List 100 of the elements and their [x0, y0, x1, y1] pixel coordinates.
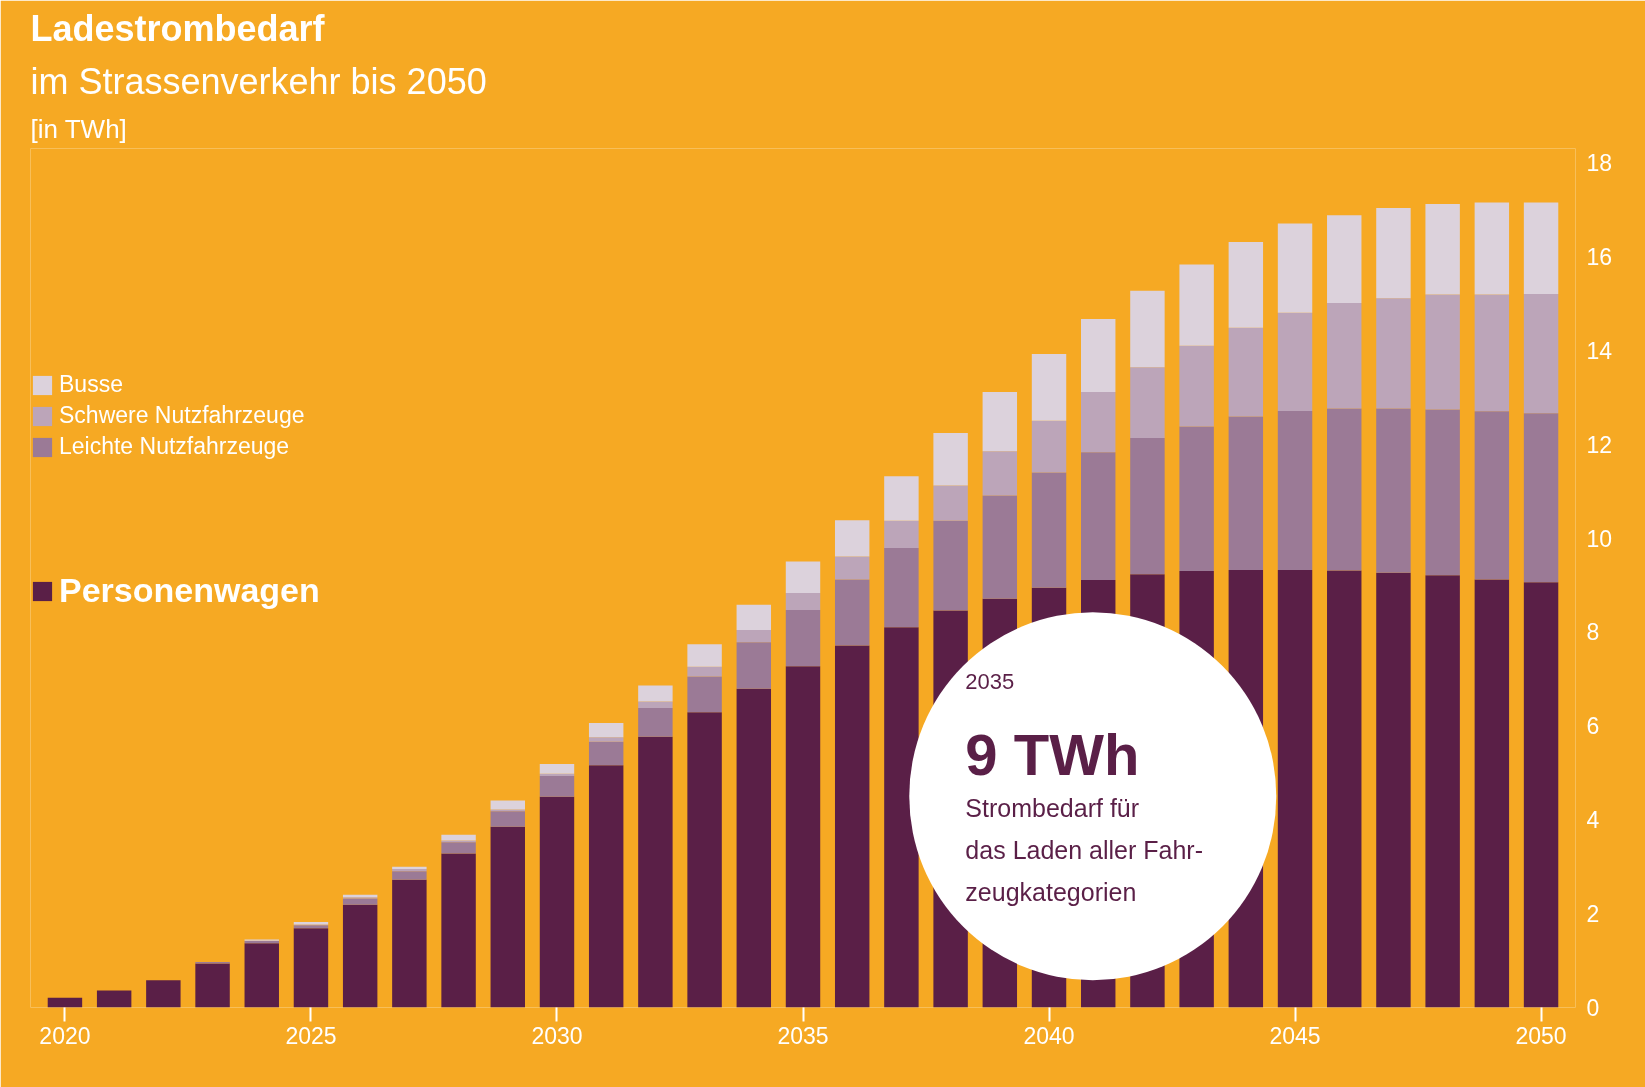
bar [1474, 579, 1510, 1008]
bar [1376, 572, 1411, 1008]
bar [539, 763, 575, 774]
bar [441, 834, 476, 841]
bar [1277, 410, 1313, 571]
x-tick-label: 2040 [1023, 1022, 1075, 1049]
x-tick-label: 2020 [39, 1022, 91, 1049]
bar [588, 737, 624, 742]
bar [638, 701, 673, 709]
bar [1228, 327, 1264, 417]
bar [1425, 575, 1460, 1008]
bar [1031, 420, 1067, 473]
y-tick-label: 4 [1586, 807, 1600, 834]
y-tick-label: 0 [1586, 995, 1600, 1021]
bar [933, 485, 968, 521]
bar [588, 723, 624, 738]
bar [884, 520, 919, 548]
bar [1327, 215, 1362, 303]
bar [785, 609, 821, 667]
bar [834, 645, 870, 1008]
bar [1031, 472, 1067, 588]
bar [785, 561, 821, 594]
bar [736, 604, 772, 631]
bar [1425, 409, 1460, 576]
bar [1081, 392, 1116, 453]
x-tick-label: 2025 [285, 1022, 337, 1049]
bar [490, 826, 525, 1008]
bar [1425, 203, 1460, 295]
bar [982, 392, 1018, 452]
bar [392, 871, 427, 880]
bar [1376, 298, 1411, 409]
bar [1327, 408, 1362, 571]
bar [1228, 241, 1264, 328]
bar [47, 997, 83, 1008]
bar [1179, 426, 1214, 571]
bar [933, 520, 968, 611]
bar [588, 741, 624, 766]
bar [195, 963, 230, 1008]
bar [539, 776, 575, 797]
chart-subtitle: im Strassenverkehr bis 2050 [30, 60, 487, 102]
bar [982, 451, 1018, 496]
bar [834, 520, 870, 557]
annotation: 9 TWh [965, 721, 1140, 787]
bar [1523, 294, 1559, 414]
y-tick-label: 14 [1586, 337, 1613, 364]
legend-label: Leichte Nutzfahrzeuge [59, 433, 290, 460]
y-tick-label: 8 [1586, 619, 1600, 646]
bar [1523, 413, 1559, 583]
bar [1327, 302, 1362, 409]
bar [293, 928, 329, 1008]
bar [785, 666, 821, 1008]
x-tick-label: 2050 [1515, 1022, 1567, 1049]
annotation: 2035 [965, 669, 1015, 695]
bar [1277, 570, 1313, 1008]
bar [638, 685, 673, 702]
bar [834, 579, 870, 646]
bar [638, 708, 673, 737]
chart-title: Ladestrombedarf [30, 7, 326, 49]
y-tick-label: 2 [1586, 901, 1600, 928]
bar [687, 644, 722, 667]
bar [1277, 312, 1313, 411]
bar [687, 666, 722, 677]
bar [884, 547, 919, 628]
y-tick-label: 6 [1586, 713, 1600, 740]
bar [834, 556, 870, 580]
bar [1130, 367, 1165, 439]
bar [1179, 345, 1214, 427]
bar [785, 593, 821, 610]
bar [1081, 452, 1116, 580]
bar [736, 630, 772, 643]
x-tick-label: 2045 [1269, 1022, 1321, 1049]
bar [1474, 202, 1510, 295]
bar [1425, 294, 1460, 410]
legend-label: Schwere Nutzfahrzeuge [59, 402, 305, 429]
legend-label: Personenwagen [59, 571, 320, 610]
bar [687, 712, 722, 1008]
bar [441, 853, 476, 1008]
bar [1474, 294, 1510, 412]
bar [441, 842, 476, 854]
bar [1523, 202, 1559, 295]
bar [96, 990, 132, 1008]
bar [244, 943, 279, 1008]
bar [342, 904, 378, 1008]
bar [490, 811, 525, 827]
bar [1523, 582, 1559, 1008]
y-tick-label: 18 [1586, 150, 1613, 177]
y-tick-label: 10 [1586, 525, 1613, 552]
bar [1474, 411, 1510, 580]
y-axis-title: [in TWh] [30, 113, 127, 144]
bar [687, 676, 722, 713]
bar [1277, 223, 1313, 313]
bar [982, 495, 1018, 599]
bar [736, 688, 772, 1008]
legend-label: Busse [59, 371, 123, 398]
bar [392, 879, 427, 1008]
bar [1179, 264, 1214, 346]
bar [1327, 570, 1362, 1008]
bar [1031, 354, 1067, 421]
bar [933, 432, 968, 486]
y-tick-label: 16 [1586, 243, 1613, 270]
